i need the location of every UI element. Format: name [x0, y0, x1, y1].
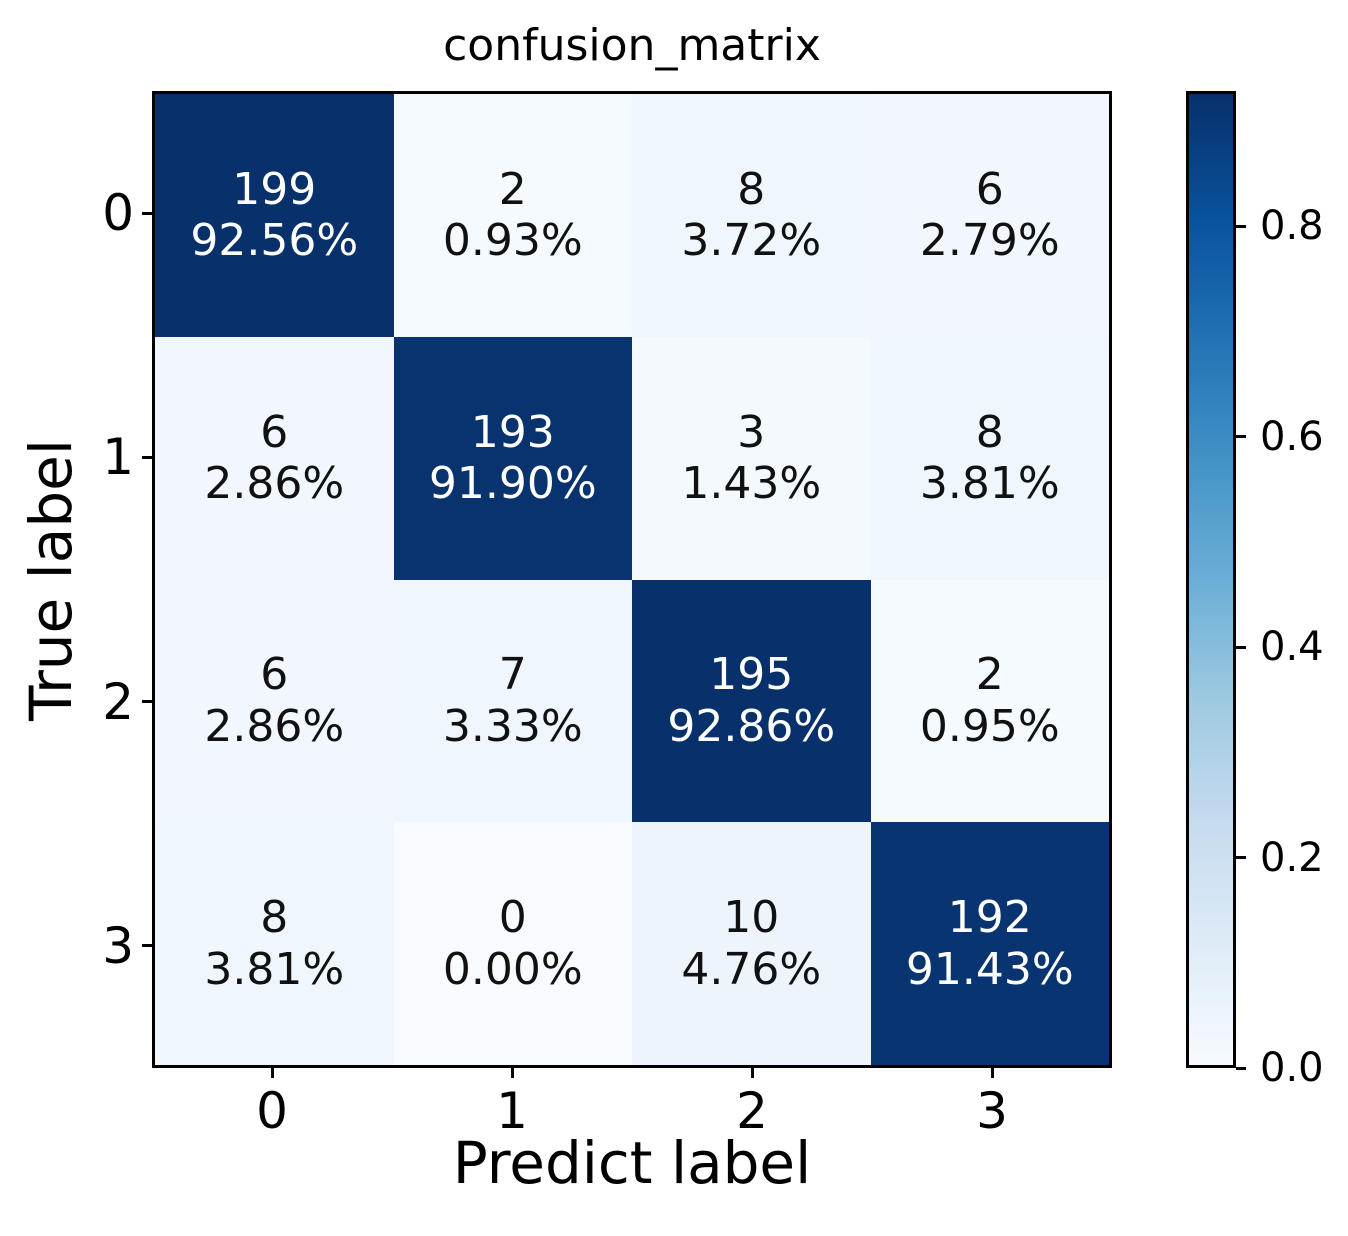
cell-percent: 3.81% — [919, 458, 1060, 510]
cell-count: 8 — [737, 163, 766, 215]
x-axis-label: Predict label — [452, 1129, 812, 1197]
colorbar-tick-mark-2 — [1236, 645, 1246, 649]
heatmap-cell-r1-c2: 3 1.43% — [632, 336, 871, 580]
cell-count: 0 — [498, 892, 527, 944]
cell-count: 6 — [260, 406, 289, 458]
cell-percent: 3.81% — [204, 943, 345, 995]
cell-percent: 2.86% — [204, 458, 345, 510]
cell-percent: 3.72% — [681, 215, 822, 267]
heatmap-cell-r0-c1: 2 0.93% — [393, 94, 632, 337]
y-tick-label-3: 3 — [102, 916, 134, 975]
cell-percent: 2.86% — [204, 700, 345, 752]
cell-count: 7 — [498, 649, 527, 701]
cell-count: 193 — [470, 406, 555, 458]
colorbar — [1186, 91, 1236, 1068]
y-tick-label-0: 0 — [102, 184, 134, 243]
colorbar-tick-label-1: 0.6 — [1260, 413, 1324, 460]
cell-count: 8 — [975, 406, 1004, 458]
cell-percent: 91.90% — [428, 458, 597, 510]
heatmap-cell-r1-c1: 193 91.90% — [393, 336, 632, 580]
x-tick-mark-0 — [270, 1068, 274, 1078]
x-tick-mark-3 — [990, 1068, 994, 1078]
cell-percent: 1.43% — [681, 458, 822, 510]
cell-count: 192 — [947, 892, 1032, 944]
cell-percent: 0.95% — [919, 700, 1060, 752]
heatmap-cell-r2-c3: 2 0.95% — [870, 579, 1109, 823]
heatmap-grid: 199 92.56% 2 0.93% 8 3.72% 6 2.79% 6 2.86% 193 91.9… — [152, 91, 1112, 1068]
cell-count: 2 — [975, 649, 1004, 701]
cell-percent: 0.93% — [442, 215, 583, 267]
x-tick-label-1: 1 — [496, 1082, 528, 1140]
colorbar-tick-label-2: 0.4 — [1260, 624, 1324, 671]
heatmap-cell-r0-c3: 6 2.79% — [870, 94, 1109, 337]
heatmap-cell-r2-c0: 6 2.86% — [155, 579, 394, 823]
cell-count: 195 — [709, 649, 794, 701]
x-tick-label-0: 0 — [256, 1082, 288, 1140]
heatmap-cell-r2-c1: 7 3.33% — [393, 579, 632, 823]
x-tick-label-3: 3 — [976, 1082, 1008, 1140]
y-tick-mark-3 — [142, 944, 152, 948]
y-tick-label-1: 1 — [102, 428, 134, 487]
heatmap-cell-r3-c1: 0 0.00% — [393, 822, 632, 1065]
cell-count: 3 — [737, 406, 766, 458]
y-tick-mark-1 — [142, 455, 152, 459]
cell-percent: 92.86% — [667, 700, 836, 752]
heatmap-cell-r3-c3: 192 91.43% — [870, 822, 1109, 1065]
x-tick-mark-2 — [750, 1068, 754, 1078]
x-tick-label-2: 2 — [736, 1082, 768, 1140]
colorbar-tick-label-0: 0.8 — [1260, 203, 1324, 250]
colorbar-tick-label-3: 0.2 — [1260, 834, 1324, 881]
cell-count: 2 — [498, 163, 527, 215]
heatmap-cell-r0-c0: 199 92.56% — [155, 94, 394, 337]
colorbar-tick-mark-0 — [1236, 224, 1246, 228]
colorbar-tick-mark-4 — [1236, 1066, 1246, 1070]
cell-count: 8 — [260, 892, 289, 944]
cell-percent: 4.76% — [681, 943, 822, 995]
heatmap-cell-r3-c0: 8 3.81% — [155, 822, 394, 1065]
colorbar-tick-mark-3 — [1236, 856, 1246, 860]
y-tick-mark-0 — [142, 211, 152, 215]
heatmap-cell-r2-c2: 195 92.86% — [632, 579, 871, 823]
colorbar-tick-mark-1 — [1236, 435, 1246, 439]
heatmap-cell-r1-c0: 6 2.86% — [155, 336, 394, 580]
heatmap-cell-r0-c2: 8 3.72% — [632, 94, 871, 337]
x-tick-mark-1 — [510, 1068, 514, 1078]
cell-count: 10 — [723, 892, 780, 944]
cell-percent: 3.33% — [442, 700, 583, 752]
y-tick-mark-2 — [142, 700, 152, 704]
heatmap-cell-r3-c2: 10 4.76% — [632, 822, 871, 1065]
heatmap-cell-r1-c3: 8 3.81% — [870, 336, 1109, 580]
cell-count: 6 — [260, 649, 289, 701]
cell-percent: 91.43% — [905, 943, 1074, 995]
cell-percent: 0.00% — [442, 943, 583, 995]
colorbar-tick-label-4: 0.0 — [1260, 1045, 1324, 1091]
cell-percent: 2.79% — [919, 215, 1060, 267]
chart-title: confusion_matrix — [443, 20, 821, 71]
cell-count: 199 — [232, 163, 317, 215]
cell-percent: 92.56% — [190, 215, 359, 267]
cell-count: 6 — [975, 163, 1004, 215]
y-tick-label-2: 2 — [102, 672, 134, 731]
